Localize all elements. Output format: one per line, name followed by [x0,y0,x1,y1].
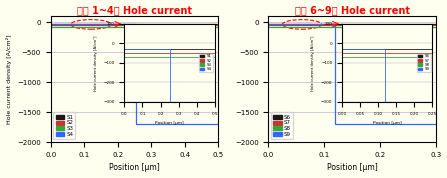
Title: 구조 6~9의 Hole current: 구조 6~9의 Hole current [295,6,409,15]
X-axis label: Position [μm]: Position [μm] [109,163,160,172]
X-axis label: Position [μm]: Position [μm] [327,163,377,172]
Legend: S1, S2, S3, S4: S1, S2, S3, S4 [54,112,76,139]
Legend: S6, S7, S8, S9: S6, S7, S8, S9 [271,112,293,139]
Y-axis label: Hole current density [A/cm²]: Hole current density [A/cm²] [5,34,12,124]
Title: 구조 1~4의 Hole current: 구조 1~4의 Hole current [77,6,192,15]
